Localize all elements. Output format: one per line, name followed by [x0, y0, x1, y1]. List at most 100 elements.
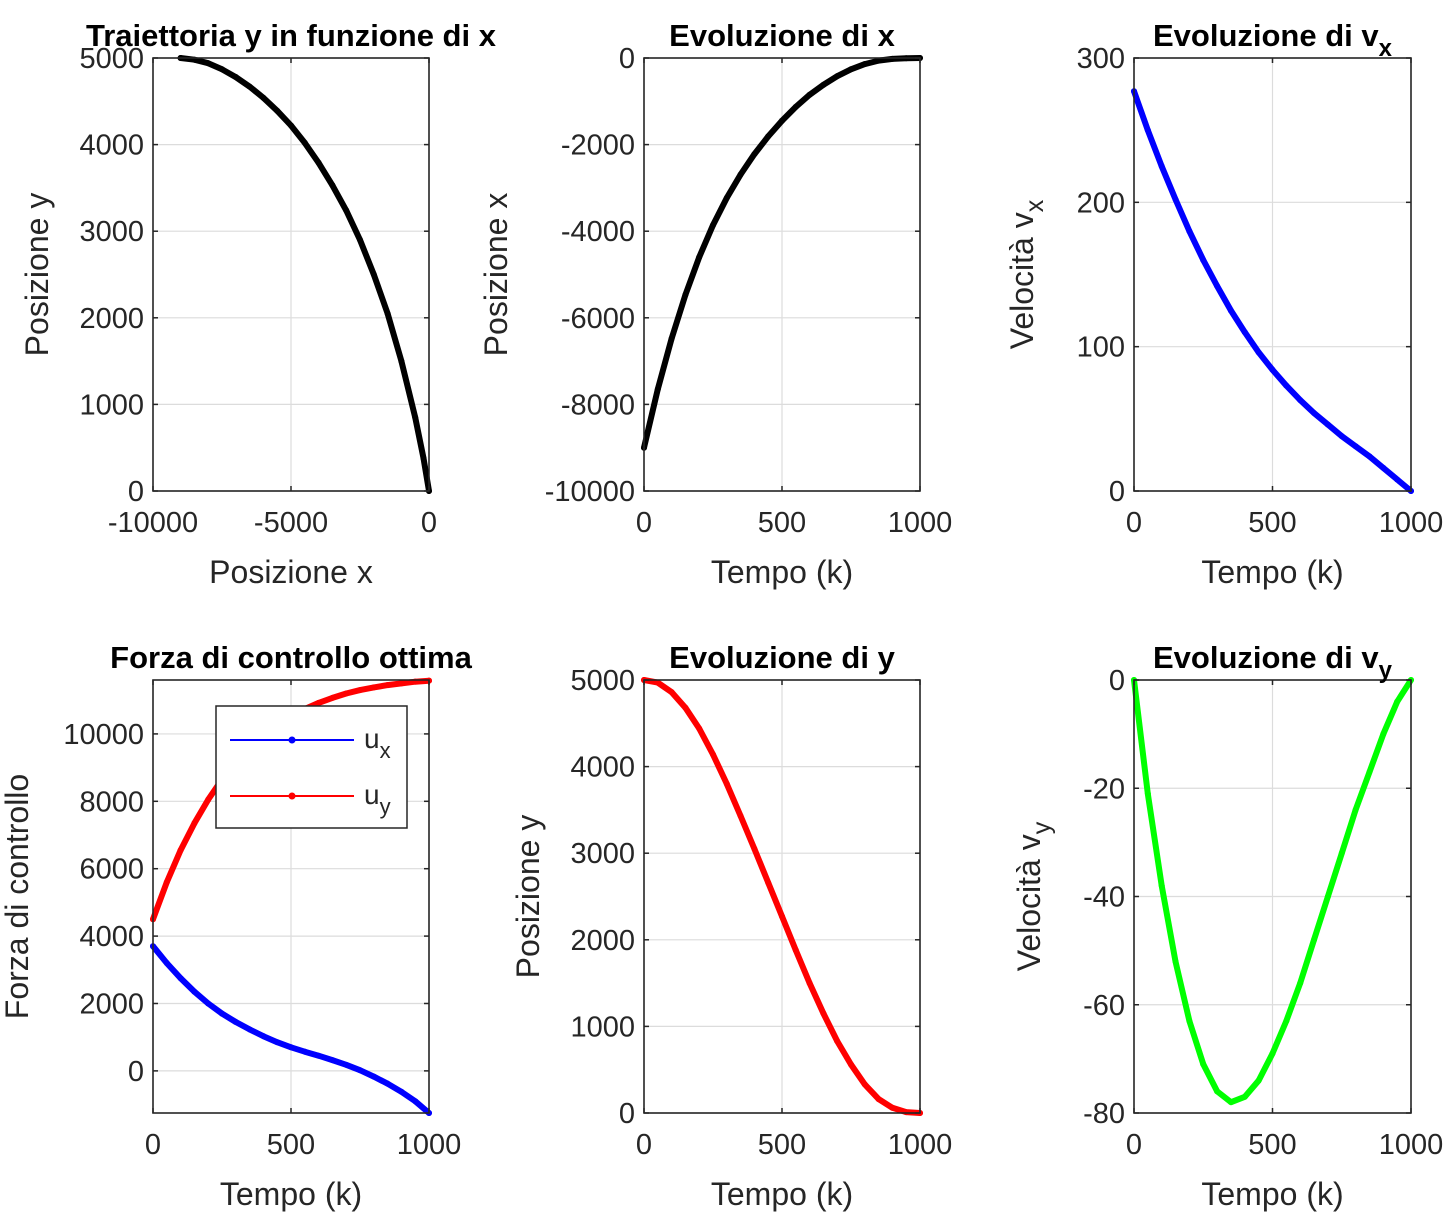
x-tick-label: 0 — [636, 1129, 652, 1161]
data-point — [1255, 349, 1262, 356]
data-point — [779, 117, 785, 124]
data-point — [329, 182, 336, 189]
x-tick-label: 500 — [758, 507, 806, 539]
data-point — [820, 1010, 827, 1017]
data-point — [1144, 127, 1151, 134]
data-point — [1380, 464, 1387, 471]
data-point — [219, 1010, 225, 1017]
data-point — [260, 1033, 267, 1040]
x-tick-label: 1000 — [1379, 1129, 1444, 1161]
chart-traj: -10000 -5000 0 0 1000 2000 3000 4000 5000Traiett… — [19, 18, 497, 590]
data-point — [398, 1088, 405, 1095]
chart-title: Traiettoria y in funzione di x — [86, 18, 497, 53]
y-tick-label: 2000 — [79, 988, 144, 1020]
data-point — [1241, 329, 1248, 336]
y-tick-label: 0 — [619, 1098, 635, 1130]
y-tick-label: 2000 — [570, 925, 635, 957]
data-point — [1241, 1093, 1248, 1100]
data-point — [370, 684, 377, 691]
y-tick-label: 0 — [1109, 665, 1125, 697]
y-tick-label: 200 — [1077, 187, 1125, 219]
data-point — [1394, 698, 1401, 705]
y-tick-label: 0 — [619, 43, 635, 75]
data-point — [163, 879, 170, 886]
data-point — [384, 682, 391, 689]
data-point — [191, 988, 198, 995]
data-point — [1311, 410, 1318, 417]
x-tick-label: -5000 — [254, 507, 328, 539]
data-point — [751, 845, 758, 852]
y-tick-label: 100 — [1077, 332, 1125, 364]
data-point — [301, 1048, 308, 1055]
data-point — [1352, 806, 1359, 813]
data-point — [357, 1067, 363, 1074]
data-point — [315, 699, 322, 706]
data-point — [219, 66, 225, 73]
data-point — [696, 725, 703, 732]
data-point — [1394, 476, 1401, 483]
data-point — [343, 1061, 350, 1068]
data-point — [1172, 958, 1179, 965]
x-axis-label: Tempo (k) — [711, 554, 853, 590]
data-point — [1338, 850, 1345, 857]
y-tick-label: 5000 — [79, 43, 144, 75]
data-point — [177, 847, 184, 854]
data-point — [1158, 882, 1165, 889]
data-point — [205, 1000, 212, 1007]
data-point — [329, 1057, 336, 1064]
legend-entry: ux — [364, 723, 391, 763]
y-tick-label: 0 — [128, 476, 144, 508]
y-axis-label: Posizione y — [19, 193, 55, 357]
chart-evvy: 0 500 1000 -80 -60 -40 -20 0 Evoluzione di vy Tem… — [1011, 640, 1443, 1212]
chart-evy: 0 500 1000 0 1000 2000 3000 4000 5000 Evoluzione … — [510, 640, 952, 1212]
data-point — [1283, 382, 1290, 389]
data-point — [792, 947, 799, 954]
x-axis-label: Tempo (k) — [1201, 1176, 1343, 1212]
data-point — [315, 1052, 322, 1059]
data-point — [682, 704, 689, 711]
y-tick-label: 4000 — [79, 921, 144, 953]
legend-marker — [288, 792, 296, 800]
data-point — [384, 1080, 391, 1087]
data-point — [370, 1073, 377, 1080]
data-point — [288, 1044, 294, 1051]
y-tick-label: 0 — [1109, 476, 1125, 508]
data-point — [1214, 1088, 1221, 1095]
y-tick-label: -40 — [1083, 882, 1125, 914]
x-tick-label: 0 — [1126, 1129, 1142, 1161]
x-tick-label: 0 — [1126, 507, 1142, 539]
data-point — [205, 60, 212, 67]
data-point — [682, 291, 689, 298]
data-point — [723, 780, 730, 787]
data-point — [260, 94, 267, 101]
data-point — [889, 1104, 896, 1111]
data-point — [1338, 433, 1345, 440]
data-point — [1297, 980, 1304, 987]
data-point — [737, 171, 744, 178]
data-point — [1283, 1017, 1290, 1024]
data-point — [1255, 1077, 1262, 1084]
legend-marker — [288, 736, 296, 744]
y-tick-label: -20 — [1083, 773, 1125, 805]
data-point — [792, 103, 799, 110]
x-tick-label: 0 — [636, 507, 652, 539]
data-point — [861, 61, 868, 68]
x-tick-label: 500 — [1248, 507, 1296, 539]
y-axis-label: Velocità vy — [1011, 821, 1056, 971]
data-point — [765, 879, 772, 886]
data-point — [668, 689, 675, 696]
data-point — [1380, 731, 1387, 738]
y-tick-label: 6000 — [79, 854, 144, 886]
data-point — [1311, 936, 1318, 943]
data-point — [1269, 1050, 1276, 1057]
y-tick-label: 300 — [1077, 43, 1125, 75]
chart-title: Forza di controllo ottima — [110, 640, 472, 675]
data-point — [1200, 1061, 1207, 1068]
data-point — [398, 680, 405, 687]
data-point — [357, 236, 363, 243]
data-point — [191, 820, 198, 827]
data-point — [420, 455, 427, 462]
data-point — [737, 812, 744, 819]
data-point — [412, 1098, 419, 1105]
